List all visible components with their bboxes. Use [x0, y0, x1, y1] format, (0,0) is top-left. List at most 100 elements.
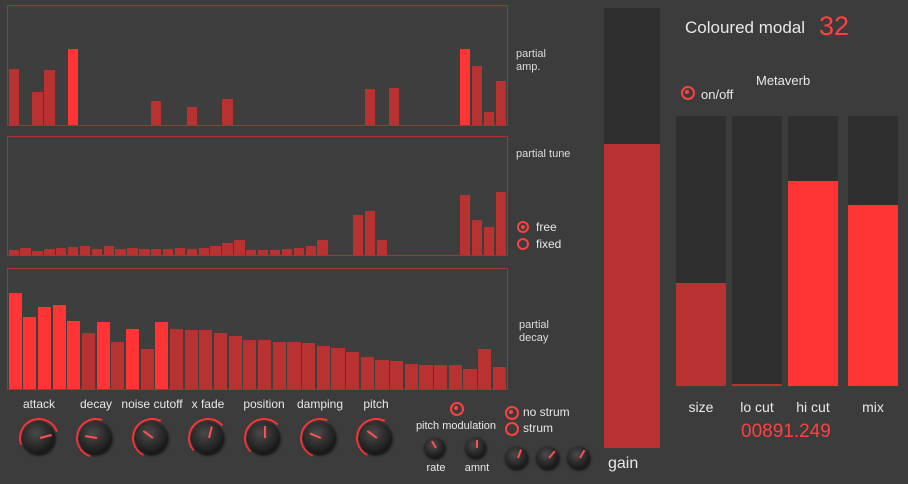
partial-tune-bar[interactable]: [281, 249, 293, 255]
pitch-knob[interactable]: [360, 422, 392, 454]
partial-amp-bar[interactable]: [67, 48, 79, 125]
strum-knob-2[interactable]: [537, 447, 559, 469]
gain-slider[interactable]: [604, 8, 660, 448]
strum-knob-1[interactable]: [506, 447, 528, 469]
position-knob[interactable]: [248, 422, 280, 454]
noise-cutoff-knob[interactable]: [136, 422, 168, 454]
partial-tune-bar[interactable]: [127, 247, 138, 255]
partial-amp-bar[interactable]: [388, 88, 400, 125]
partial-decay-bars[interactable]: [8, 269, 507, 389]
partial-tune-bar[interactable]: [44, 249, 55, 255]
partial-decay-bar[interactable]: [346, 351, 360, 389]
size-slider[interactable]: [676, 116, 726, 386]
decay-knob[interactable]: [80, 422, 112, 454]
partial-amp-bar[interactable]: [151, 101, 162, 125]
partial-amp-bar[interactable]: [44, 70, 55, 125]
tune-free-radio[interactable]: [517, 221, 529, 233]
strum-knob-3[interactable]: [568, 447, 590, 469]
partial-tune-bar[interactable]: [222, 243, 233, 255]
partial-amp-bar[interactable]: [32, 91, 43, 125]
partial-amp-bar[interactable]: [222, 98, 233, 125]
partial-tune-bar[interactable]: [115, 249, 126, 255]
partial-tune-bar[interactable]: [79, 245, 91, 255]
tune-fixed-radio[interactable]: [517, 238, 529, 250]
damping-knob[interactable]: [304, 422, 336, 454]
partial-decay-bar[interactable]: [199, 330, 213, 389]
partial-tune-bar[interactable]: [317, 239, 328, 255]
partial-tune-bar[interactable]: [471, 219, 483, 255]
partial-tune-bar[interactable]: [459, 194, 471, 255]
partial-amp-bar[interactable]: [364, 89, 376, 125]
partial-tune-bar[interactable]: [56, 247, 67, 255]
partial-decay-bar[interactable]: [375, 360, 389, 389]
partial-decay-bar[interactable]: [213, 332, 228, 389]
partial-amp-panel[interactable]: [7, 5, 508, 126]
partial-tune-bar[interactable]: [376, 239, 388, 255]
partial-decay-bar[interactable]: [184, 330, 198, 389]
partial-decay-bar[interactable]: [463, 368, 477, 389]
partial-decay-bar[interactable]: [492, 367, 506, 389]
partial-tune-bar[interactable]: [305, 245, 316, 255]
partial-decay-bar[interactable]: [111, 342, 125, 389]
partial-tune-bar[interactable]: [139, 249, 150, 255]
lo-cut-slider[interactable]: [732, 116, 782, 386]
partial-tune-bar[interactable]: [483, 226, 495, 255]
attack-knob[interactable]: [23, 422, 55, 454]
partial-tune-bar[interactable]: [258, 250, 269, 255]
partial-tune-bar[interactable]: [495, 192, 506, 255]
partial-amp-bar[interactable]: [483, 111, 495, 125]
partial-decay-bar[interactable]: [448, 365, 462, 389]
partial-decay-bar[interactable]: [155, 321, 169, 389]
partial-decay-bar[interactable]: [434, 365, 448, 389]
reverb-toggle[interactable]: [681, 86, 695, 100]
partial-decay-bar[interactable]: [140, 349, 154, 389]
partial-tune-bar[interactable]: [174, 247, 186, 255]
partial-amp-bar[interactable]: [186, 107, 198, 125]
partial-tune-bar[interactable]: [364, 211, 376, 255]
partial-tune-bar[interactable]: [67, 246, 79, 255]
strum-radio[interactable]: [505, 422, 519, 436]
partial-decay-bar[interactable]: [404, 363, 418, 389]
partial-decay-bar[interactable]: [243, 339, 257, 389]
partial-decay-bar[interactable]: [23, 317, 37, 389]
partial-amp-bar[interactable]: [471, 65, 483, 125]
x-fade-knob[interactable]: [192, 422, 224, 454]
partial-amp-bar[interactable]: [495, 80, 506, 125]
partial-decay-bar[interactable]: [478, 349, 492, 389]
partial-decay-bar[interactable]: [360, 356, 374, 389]
pitch-mod-toggle[interactable]: [450, 402, 464, 416]
partial-decay-bar[interactable]: [419, 365, 433, 389]
partial-tune-bar[interactable]: [32, 251, 43, 255]
partial-tune-bar[interactable]: [151, 249, 162, 255]
partial-tune-bar[interactable]: [91, 249, 103, 255]
partial-tune-bars[interactable]: [8, 137, 507, 255]
partial-decay-bar[interactable]: [287, 342, 301, 389]
partial-decay-bar[interactable]: [390, 361, 404, 389]
partial-decay-bar[interactable]: [67, 320, 81, 389]
partial-tune-panel[interactable]: [7, 136, 508, 256]
partial-decay-bar[interactable]: [331, 348, 345, 389]
partial-tune-bar[interactable]: [162, 249, 174, 255]
partial-tune-bar[interactable]: [246, 250, 257, 255]
partial-decay-bar[interactable]: [125, 329, 140, 389]
partial-amp-bars[interactable]: [8, 6, 507, 125]
partial-tune-bar[interactable]: [210, 245, 221, 255]
partial-decay-bar[interactable]: [96, 321, 110, 389]
partial-decay-bar[interactable]: [316, 345, 330, 389]
partial-decay-bar[interactable]: [302, 343, 316, 389]
partial-decay-bar[interactable]: [228, 336, 242, 389]
partial-tune-bar[interactable]: [103, 245, 114, 255]
partial-decay-bar[interactable]: [52, 305, 66, 389]
partial-tune-bar[interactable]: [293, 247, 305, 255]
rate-knob[interactable]: [425, 438, 445, 458]
partial-decay-bar[interactable]: [272, 342, 286, 389]
partial-decay-panel[interactable]: [7, 268, 508, 390]
partial-tune-bar[interactable]: [353, 214, 364, 255]
partial-amp-bar[interactable]: [8, 69, 19, 125]
partial-decay-bar[interactable]: [8, 293, 22, 389]
no-strum-radio[interactable]: [505, 406, 519, 420]
partial-tune-bar[interactable]: [198, 247, 209, 255]
partial-tune-bar[interactable]: [186, 249, 198, 255]
partial-tune-bar[interactable]: [8, 250, 19, 255]
amnt-knob[interactable]: [466, 438, 486, 458]
